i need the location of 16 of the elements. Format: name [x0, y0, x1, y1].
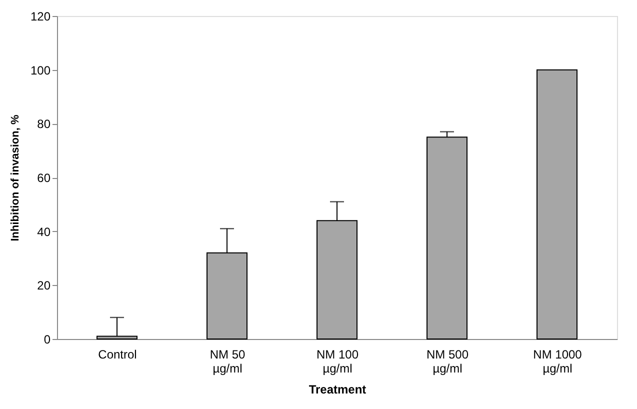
x-tick-label: NM 500 µg/ml — [426, 348, 469, 376]
x-tick-label: NM 50 µg/ml — [210, 348, 246, 376]
x-axis-title: Treatment — [308, 382, 366, 396]
bar — [536, 69, 578, 340]
y-tick-label: 20 — [37, 278, 51, 293]
x-tick-label: NM 1000 µg/ml — [533, 348, 582, 376]
y-tick-label: 0 — [44, 332, 51, 346]
y-tick-label: 40 — [37, 224, 51, 239]
y-tick-label: 120 — [30, 10, 51, 24]
y-axis-title: Inhibition of invasion, % — [9, 114, 22, 242]
x-tick-label: Control — [98, 348, 137, 362]
y-tick-label: 80 — [37, 117, 51, 132]
y-tick-label: 60 — [37, 171, 51, 185]
bar — [426, 136, 468, 340]
y-tick-label: 100 — [30, 63, 51, 78]
x-tick-label: NM 100 µg/ml — [316, 348, 359, 376]
